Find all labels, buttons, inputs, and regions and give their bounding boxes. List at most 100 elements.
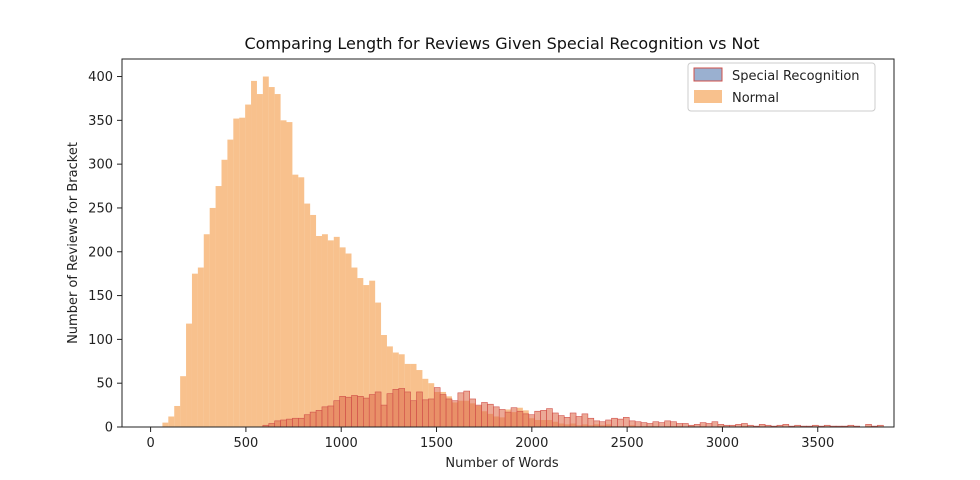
- bar-special-recognition: [481, 402, 488, 428]
- bar-special-recognition: [676, 423, 683, 428]
- bar-special-recognition: [552, 412, 559, 428]
- bar-special-recognition: [652, 421, 660, 428]
- bar-normal: [339, 247, 346, 427]
- bar-special-recognition: [640, 422, 648, 428]
- bar-special-recognition: [487, 403, 494, 428]
- bar-special-recognition: [392, 389, 400, 428]
- x-tick-label: 0: [146, 436, 154, 451]
- bar-normal: [197, 267, 204, 427]
- y-tick-label: 300: [88, 158, 113, 173]
- bar-special-recognition: [528, 414, 535, 428]
- bar-special-recognition: [398, 388, 405, 428]
- x-tick-label: 1000: [325, 436, 358, 451]
- bar-normal: [369, 280, 376, 427]
- bar-normal: [227, 139, 234, 428]
- bar-normal: [239, 117, 246, 427]
- bar-special-recognition: [504, 411, 512, 428]
- legend-label-special-recognition: Special Recognition: [732, 69, 860, 84]
- bar-special-recognition: [451, 400, 459, 428]
- legend-swatch-normal: [694, 90, 722, 103]
- y-tick-label: 200: [88, 245, 113, 260]
- bar-special-recognition: [593, 420, 600, 428]
- bar-special-recognition: [741, 423, 748, 428]
- bar-special-recognition: [357, 396, 364, 428]
- bar-special-recognition: [510, 407, 518, 428]
- bar-normal: [327, 240, 334, 427]
- bar-special-recognition: [457, 392, 465, 428]
- bar-normal: [174, 405, 181, 427]
- x-tick-label: 2500: [611, 436, 644, 451]
- bar-special-recognition: [498, 409, 506, 428]
- y-tick-label: 250: [88, 201, 113, 216]
- bar-special-recognition: [469, 398, 476, 428]
- bar-normal: [304, 203, 311, 427]
- bar-normal: [245, 104, 252, 427]
- bar-special-recognition: [534, 410, 541, 428]
- bar-special-recognition: [605, 419, 612, 428]
- bar-special-recognition: [516, 410, 524, 428]
- bar-special-recognition: [493, 406, 500, 428]
- x-tick-label: 3000: [706, 436, 739, 451]
- bar-normal: [191, 273, 198, 427]
- x-axis-ticks: 0 500 1000 1500 2000 2500 3000 3500: [146, 427, 834, 451]
- bar-normal: [268, 87, 275, 427]
- bar-special-recognition: [439, 394, 447, 428]
- bar-normal: [333, 236, 340, 427]
- x-tick-label: 2000: [515, 436, 548, 451]
- bar-special-recognition: [298, 417, 305, 428]
- bar-special-recognition: [445, 398, 453, 428]
- bar-special-recognition: [368, 394, 376, 428]
- bar-special-recognition: [617, 418, 624, 428]
- bar-normal: [375, 302, 382, 427]
- bar-special-recognition: [280, 419, 287, 428]
- bar-special-recognition: [628, 420, 636, 428]
- bar-normal: [286, 122, 293, 427]
- bar-normal: [410, 363, 417, 427]
- bar-special-recognition: [410, 400, 417, 428]
- x-tick-label: 500: [233, 436, 258, 451]
- bar-special-recognition: [463, 390, 470, 428]
- bar-special-recognition: [646, 423, 654, 428]
- bar-special-recognition: [309, 411, 317, 428]
- bar-special-recognition: [345, 396, 352, 428]
- bar-special-recognition: [658, 422, 665, 428]
- bar-special-recognition: [623, 417, 630, 428]
- bar-special-recognition: [286, 418, 293, 428]
- bar-special-recognition: [581, 413, 589, 428]
- bar-special-recognition: [380, 404, 388, 428]
- bar-normal: [298, 177, 305, 427]
- bar-special-recognition: [558, 415, 565, 428]
- bar-special-recognition: [563, 417, 571, 428]
- bar-normal: [321, 234, 328, 427]
- legend: Special Recognition Normal: [687, 62, 876, 112]
- bar-normal: [357, 278, 364, 427]
- bar-special-recognition: [292, 417, 299, 428]
- bar-special-recognition: [422, 399, 429, 428]
- bar-special-recognition: [386, 393, 394, 428]
- bar-special-recognition: [634, 421, 642, 428]
- bar-special-recognition: [705, 423, 713, 428]
- bar-special-recognition: [428, 398, 435, 428]
- bar-normal: [345, 253, 352, 427]
- bar-special-recognition: [416, 391, 423, 428]
- bar-normal: [168, 416, 175, 427]
- bar-normal: [180, 376, 187, 427]
- bar-normal: [256, 94, 263, 428]
- y-tick-label: 350: [88, 114, 113, 129]
- legend-label-normal: Normal: [732, 91, 779, 106]
- bar-special-recognition: [711, 421, 719, 428]
- y-tick-label: 0: [105, 421, 113, 436]
- bar-special-recognition: [569, 412, 577, 428]
- bar-special-recognition: [363, 397, 370, 428]
- bar-special-recognition: [339, 396, 346, 428]
- bar-normal: [280, 120, 287, 427]
- x-tick-label: 1500: [420, 436, 453, 451]
- y-tick-label: 100: [88, 333, 113, 348]
- y-tick-label: 150: [88, 289, 113, 304]
- y-axis-label: Number of Reviews for Bracket: [66, 142, 81, 344]
- y-tick-label: 50: [96, 377, 113, 392]
- bar-normal: [186, 323, 192, 427]
- bar-special-recognition: [540, 410, 547, 428]
- y-axis-ticks: 0 50 100 150 200 250 300 350 400: [88, 70, 122, 436]
- bar-special-recognition: [575, 416, 583, 428]
